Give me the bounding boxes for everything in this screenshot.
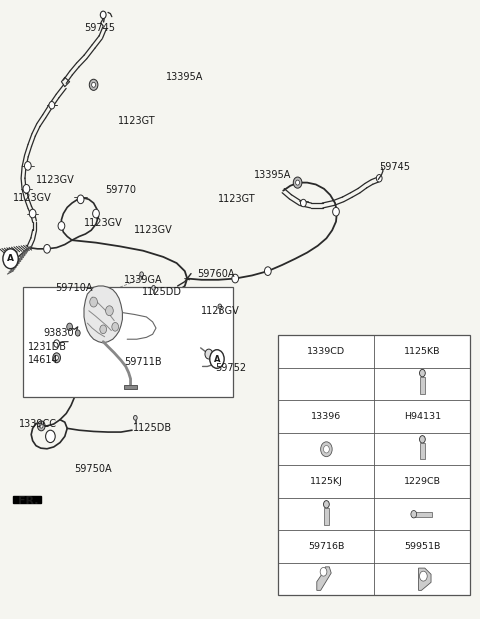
Circle shape — [300, 199, 306, 207]
Circle shape — [133, 415, 137, 420]
Text: 1231DB: 1231DB — [28, 342, 67, 352]
Text: 59760A: 59760A — [197, 269, 234, 279]
Circle shape — [90, 297, 97, 307]
Circle shape — [112, 322, 119, 331]
Polygon shape — [420, 443, 425, 459]
Circle shape — [140, 272, 144, 277]
Text: 59711B: 59711B — [124, 357, 161, 367]
Text: FR.: FR. — [18, 496, 39, 506]
Circle shape — [75, 330, 80, 336]
Text: 59710A: 59710A — [55, 283, 93, 293]
Circle shape — [53, 353, 60, 363]
Text: 1123GV: 1123GV — [84, 218, 123, 228]
Text: 59716B: 59716B — [308, 542, 345, 552]
Circle shape — [376, 175, 382, 182]
Circle shape — [210, 350, 224, 368]
Circle shape — [232, 274, 239, 283]
Text: 13395A: 13395A — [254, 170, 292, 180]
Circle shape — [3, 249, 18, 269]
Circle shape — [29, 209, 36, 218]
Circle shape — [54, 340, 60, 347]
Circle shape — [411, 511, 417, 518]
Text: 1229CB: 1229CB — [404, 477, 441, 487]
Circle shape — [420, 571, 427, 581]
Text: 13395A: 13395A — [166, 72, 203, 82]
Polygon shape — [420, 377, 425, 394]
Bar — [13, 496, 41, 503]
Text: 59750A: 59750A — [74, 464, 112, 474]
Text: 1125DD: 1125DD — [142, 287, 181, 297]
Circle shape — [106, 306, 113, 316]
Circle shape — [24, 162, 31, 170]
Text: 1339CC: 1339CC — [19, 419, 57, 429]
Circle shape — [93, 209, 99, 218]
Text: 1123GV: 1123GV — [36, 175, 75, 184]
Polygon shape — [124, 385, 137, 389]
Text: 1123GV: 1123GV — [201, 306, 240, 316]
Circle shape — [39, 423, 43, 428]
Text: 1123GV: 1123GV — [13, 193, 52, 203]
Circle shape — [218, 304, 222, 309]
Circle shape — [67, 323, 72, 331]
Text: 1125DB: 1125DB — [133, 423, 173, 433]
Circle shape — [100, 325, 107, 334]
Polygon shape — [141, 276, 142, 279]
Text: 14614: 14614 — [28, 355, 59, 365]
Polygon shape — [153, 290, 154, 293]
Polygon shape — [412, 512, 432, 517]
Circle shape — [320, 568, 327, 576]
Polygon shape — [419, 568, 431, 591]
Circle shape — [23, 184, 30, 193]
Circle shape — [89, 79, 98, 90]
Circle shape — [333, 207, 339, 216]
Text: 13396: 13396 — [311, 412, 342, 422]
Circle shape — [293, 177, 302, 188]
Text: 59745: 59745 — [379, 162, 410, 172]
Circle shape — [320, 376, 333, 392]
Circle shape — [324, 446, 329, 453]
Circle shape — [58, 222, 65, 230]
Text: 1123GT: 1123GT — [218, 194, 256, 204]
Circle shape — [205, 349, 213, 359]
Bar — [278, 335, 470, 595]
Polygon shape — [84, 286, 122, 343]
Text: 1125KJ: 1125KJ — [310, 477, 343, 487]
Text: 1339GA: 1339GA — [124, 275, 162, 285]
Circle shape — [420, 370, 425, 377]
Polygon shape — [324, 508, 329, 526]
Circle shape — [264, 267, 271, 275]
Circle shape — [321, 442, 332, 457]
Circle shape — [92, 82, 96, 87]
Text: 59745: 59745 — [84, 23, 115, 33]
Text: 59770: 59770 — [106, 185, 137, 195]
Text: 1339CD: 1339CD — [307, 347, 346, 357]
Circle shape — [77, 195, 84, 204]
Circle shape — [296, 180, 300, 185]
Circle shape — [49, 102, 55, 109]
Polygon shape — [317, 567, 331, 591]
Circle shape — [324, 501, 329, 508]
Circle shape — [55, 355, 59, 360]
Bar — [23, 287, 233, 397]
Circle shape — [420, 436, 425, 443]
Text: H94131: H94131 — [404, 412, 441, 422]
Text: 1123GV: 1123GV — [134, 225, 173, 235]
Text: 1125KB: 1125KB — [404, 347, 441, 357]
Circle shape — [324, 381, 329, 388]
Text: 93830: 93830 — [43, 328, 74, 338]
Text: 59752: 59752 — [215, 363, 246, 373]
Circle shape — [44, 245, 50, 253]
Text: A: A — [7, 254, 14, 263]
Text: 59951B: 59951B — [404, 542, 441, 552]
Circle shape — [152, 285, 156, 290]
Circle shape — [46, 430, 55, 443]
Text: A: A — [214, 355, 220, 363]
Text: 1123GT: 1123GT — [118, 116, 155, 126]
Polygon shape — [135, 420, 136, 423]
Polygon shape — [219, 308, 220, 311]
Circle shape — [100, 11, 106, 19]
Circle shape — [37, 421, 45, 431]
